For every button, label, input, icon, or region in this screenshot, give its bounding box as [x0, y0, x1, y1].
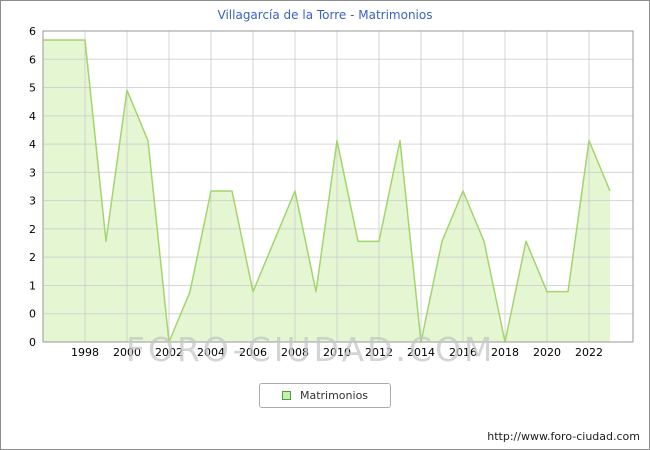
y-tick-label: 6 — [29, 25, 36, 38]
x-tick-label: 2004 — [197, 346, 225, 359]
legend: Matrimonios — [258, 383, 392, 408]
x-tick-label: 2012 — [365, 346, 393, 359]
legend-label: Matrimonios — [299, 389, 369, 402]
y-tick-label: 3 — [29, 195, 36, 208]
data-line — [43, 39, 611, 343]
legend-swatch-icon — [281, 391, 291, 400]
y-tick-label: 6 — [29, 53, 36, 66]
x-tick-label: 2022 — [575, 346, 603, 359]
x-tick-label: 2018 — [491, 346, 519, 359]
area-fill — [43, 40, 610, 342]
x-tick-label: 2014 — [407, 346, 435, 359]
x-tick-label: 2000 — [113, 346, 141, 359]
plot-border — [42, 30, 634, 343]
x-tick-label: 2008 — [281, 346, 309, 359]
footer-url-link[interactable]: http://www.foro-ciudad.com — [487, 430, 640, 443]
x-tick-label: 2020 — [533, 346, 561, 359]
x-tick-label: 2010 — [323, 346, 351, 359]
y-tick-label: 1 — [29, 279, 36, 292]
x-tick-label: 2006 — [239, 346, 267, 359]
x-tick-label: 2016 — [449, 346, 477, 359]
y-tick-label: 0 — [29, 336, 36, 349]
y-tick-label: 2 — [29, 223, 36, 236]
y-tick-label: 0 — [29, 308, 36, 321]
x-tick-label: 1998 — [71, 346, 99, 359]
page-title: Villagarcía de la Torre - Matrimonios — [217, 8, 433, 22]
x-tick-label: 2002 — [155, 346, 183, 359]
y-tick-label: 2 — [29, 251, 36, 264]
y-tick-label: 5 — [29, 82, 36, 95]
y-tick-label: 4 — [29, 138, 36, 151]
y-tick-label: 3 — [29, 166, 36, 179]
y-tick-label: 4 — [29, 110, 36, 123]
